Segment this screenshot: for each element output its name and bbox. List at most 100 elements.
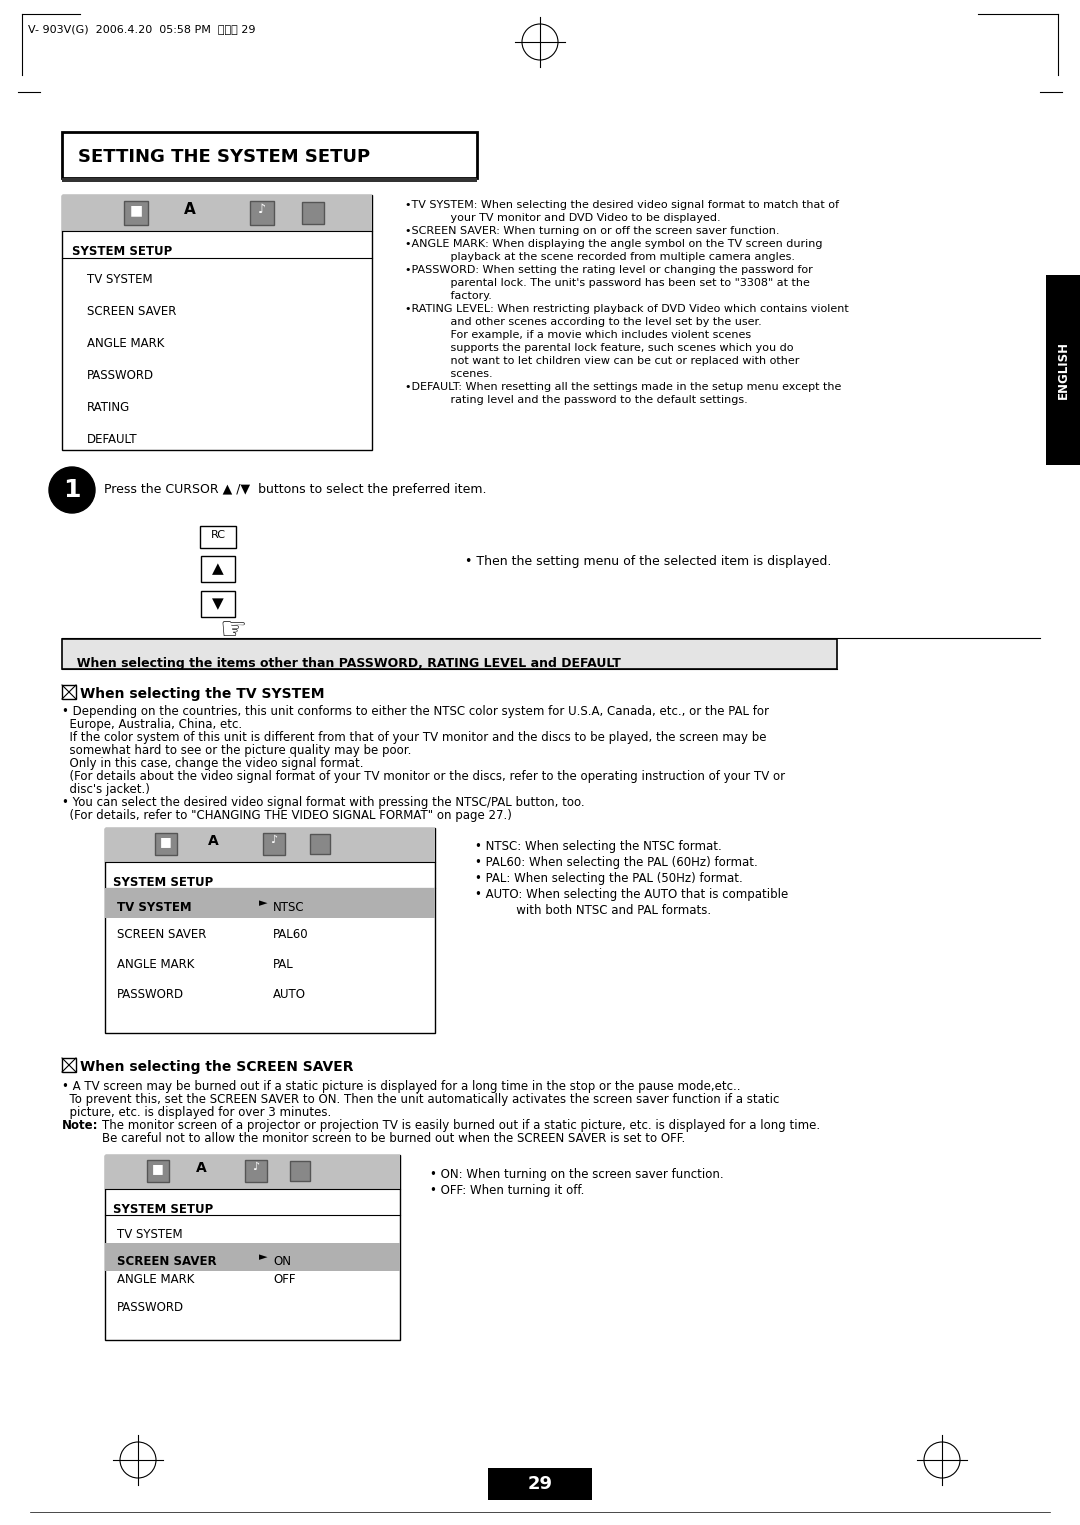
Text: DEFAULT: DEFAULT bbox=[87, 433, 137, 445]
Text: your TV monitor and DVD Video to be displayed.: your TV monitor and DVD Video to be disp… bbox=[405, 214, 720, 223]
Text: •PASSWORD: When setting the rating level or changing the password for: •PASSWORD: When setting the rating level… bbox=[405, 265, 813, 274]
Text: •ANGLE MARK: When displaying the angle symbol on the TV screen during: •ANGLE MARK: When displaying the angle s… bbox=[405, 239, 823, 249]
Text: ■: ■ bbox=[160, 836, 172, 848]
Text: When selecting the SCREEN SAVER: When selecting the SCREEN SAVER bbox=[80, 1060, 353, 1074]
Bar bbox=[310, 834, 330, 854]
Text: parental lock. The unit's password has been set to "3308" at the: parental lock. The unit's password has b… bbox=[405, 278, 810, 288]
Bar bbox=[62, 195, 372, 230]
Bar bbox=[201, 592, 235, 618]
Text: RC: RC bbox=[211, 531, 226, 540]
Text: ANGLE MARK: ANGLE MARK bbox=[117, 958, 194, 971]
Text: A: A bbox=[207, 834, 218, 848]
Text: (For details about the video signal format of your TV monitor or the discs, refe: (For details about the video signal form… bbox=[62, 770, 785, 782]
Text: scenes.: scenes. bbox=[405, 369, 492, 380]
Text: TV SYSTEM: TV SYSTEM bbox=[117, 901, 191, 913]
Bar bbox=[302, 201, 324, 224]
Text: NTSC: NTSC bbox=[273, 901, 305, 913]
Bar bbox=[105, 1243, 400, 1270]
Text: A: A bbox=[184, 201, 195, 217]
Text: V- 903V(G)  2006.4.20  05:58 PM  페이지 29: V- 903V(G) 2006.4.20 05:58 PM 페이지 29 bbox=[28, 24, 256, 34]
Text: with both NTSC and PAL formats.: with both NTSC and PAL formats. bbox=[475, 904, 711, 917]
Text: SCREEN SAVER: SCREEN SAVER bbox=[117, 929, 206, 941]
Text: SYSTEM SETUP: SYSTEM SETUP bbox=[113, 1203, 213, 1215]
Text: SCREEN SAVER: SCREEN SAVER bbox=[87, 305, 176, 319]
Bar bbox=[62, 1058, 76, 1072]
Text: 1: 1 bbox=[64, 477, 81, 502]
Text: ▼: ▼ bbox=[212, 596, 224, 612]
Text: •DEFAULT: When resetting all the settings made in the setup menu except the: •DEFAULT: When resetting all the setting… bbox=[405, 381, 841, 392]
Text: • PAL60: When selecting the PAL (60Hz) format.: • PAL60: When selecting the PAL (60Hz) f… bbox=[475, 856, 758, 869]
Text: somewhat hard to see or the picture quality may be poor.: somewhat hard to see or the picture qual… bbox=[62, 744, 411, 756]
Bar bbox=[62, 178, 477, 181]
Text: • ON: When turning on the screen saver function.: • ON: When turning on the screen saver f… bbox=[430, 1168, 724, 1180]
Text: (For details, refer to "CHANGING THE VIDEO SIGNAL FORMAT" on page 27.): (For details, refer to "CHANGING THE VID… bbox=[62, 808, 512, 822]
Bar bbox=[105, 828, 435, 1032]
Text: If the color system of this unit is different from that of your TV monitor and t: If the color system of this unit is diff… bbox=[62, 730, 767, 744]
Text: When selecting the items other than PASSWORD, RATING LEVEL and DEFAULT: When selecting the items other than PASS… bbox=[68, 657, 621, 669]
Bar bbox=[291, 1161, 310, 1180]
Text: supports the parental lock feature, such scenes which you do: supports the parental lock feature, such… bbox=[405, 343, 794, 352]
Bar bbox=[488, 1469, 592, 1501]
Text: SYSTEM SETUP: SYSTEM SETUP bbox=[113, 875, 213, 889]
Text: picture, etc. is displayed for over 3 minutes.: picture, etc. is displayed for over 3 mi… bbox=[62, 1106, 332, 1119]
Bar bbox=[124, 201, 148, 226]
Text: A: A bbox=[195, 1161, 206, 1174]
Bar bbox=[62, 639, 837, 669]
Text: Only in this case, change the video signal format.: Only in this case, change the video sign… bbox=[62, 756, 364, 770]
Bar bbox=[62, 685, 76, 698]
Bar bbox=[105, 1154, 400, 1340]
Text: 29: 29 bbox=[527, 1475, 553, 1493]
Bar bbox=[249, 201, 274, 226]
Text: TV SYSTEM: TV SYSTEM bbox=[117, 1228, 183, 1241]
Text: SETTING THE SYSTEM SETUP: SETTING THE SYSTEM SETUP bbox=[78, 148, 370, 166]
Text: ☞: ☞ bbox=[219, 616, 246, 645]
Text: • Depending on the countries, this unit conforms to either the NTSC color system: • Depending on the countries, this unit … bbox=[62, 705, 769, 718]
Text: ENGLISH: ENGLISH bbox=[1056, 342, 1069, 400]
Text: factory.: factory. bbox=[405, 291, 491, 300]
Text: Be careful not to allow the monitor screen to be burned out when the SCREEN SAVE: Be careful not to allow the monitor scre… bbox=[102, 1132, 685, 1145]
Text: SYSTEM SETUP: SYSTEM SETUP bbox=[72, 246, 172, 258]
Text: RATING: RATING bbox=[87, 401, 131, 413]
Text: • NTSC: When selecting the NTSC format.: • NTSC: When selecting the NTSC format. bbox=[475, 840, 721, 852]
Text: OFF: OFF bbox=[273, 1273, 296, 1286]
Text: To prevent this, set the SCREEN SAVER to ON. Then the unit automatically activat: To prevent this, set the SCREEN SAVER to… bbox=[62, 1093, 780, 1106]
Text: Europe, Australia, China, etc.: Europe, Australia, China, etc. bbox=[62, 718, 242, 730]
Bar bbox=[264, 833, 285, 856]
Text: AUTO: AUTO bbox=[273, 988, 306, 1000]
Text: ▲: ▲ bbox=[212, 561, 224, 576]
Text: TV SYSTEM: TV SYSTEM bbox=[87, 273, 152, 287]
Text: ■: ■ bbox=[152, 1162, 164, 1174]
Bar bbox=[62, 133, 477, 178]
Bar bbox=[62, 195, 372, 450]
Text: PASSWORD: PASSWORD bbox=[117, 988, 184, 1000]
Text: ♪: ♪ bbox=[258, 203, 266, 217]
Text: •TV SYSTEM: When selecting the desired video signal format to match that of: •TV SYSTEM: When selecting the desired v… bbox=[405, 200, 839, 210]
Bar bbox=[1047, 274, 1080, 465]
Text: PASSWORD: PASSWORD bbox=[87, 369, 154, 381]
Text: • You can select the desired video signal format with pressing the NTSC/PAL butt: • You can select the desired video signa… bbox=[62, 796, 584, 808]
Text: • PAL: When selecting the PAL (50Hz) format.: • PAL: When selecting the PAL (50Hz) for… bbox=[475, 872, 743, 884]
Bar bbox=[105, 828, 435, 862]
Text: PAL60: PAL60 bbox=[273, 929, 309, 941]
Text: ♪: ♪ bbox=[253, 1162, 259, 1173]
Text: Note:: Note: bbox=[62, 1119, 98, 1132]
Text: PAL: PAL bbox=[273, 958, 294, 971]
Text: ♪: ♪ bbox=[270, 836, 278, 845]
Text: ■: ■ bbox=[130, 203, 143, 217]
Bar bbox=[201, 557, 235, 583]
Text: ►: ► bbox=[259, 898, 267, 907]
Bar bbox=[200, 526, 237, 547]
Text: ANGLE MARK: ANGLE MARK bbox=[87, 337, 164, 351]
Text: ►: ► bbox=[259, 1252, 267, 1263]
Text: rating level and the password to the default settings.: rating level and the password to the def… bbox=[405, 395, 747, 406]
Circle shape bbox=[49, 467, 95, 512]
Text: •SCREEN SAVER: When turning on or off the screen saver function.: •SCREEN SAVER: When turning on or off th… bbox=[405, 226, 780, 236]
Bar bbox=[105, 1154, 400, 1190]
Bar bbox=[156, 833, 177, 856]
Text: • AUTO: When selecting the AUTO that is compatible: • AUTO: When selecting the AUTO that is … bbox=[475, 888, 788, 901]
Text: • OFF: When turning it off.: • OFF: When turning it off. bbox=[430, 1183, 584, 1197]
Bar bbox=[105, 888, 435, 918]
Text: •RATING LEVEL: When restricting playback of DVD Video which contains violent: •RATING LEVEL: When restricting playback… bbox=[405, 303, 849, 314]
Text: The monitor screen of a projector or projection TV is easily burned out if a sta: The monitor screen of a projector or pro… bbox=[102, 1119, 820, 1132]
Text: For example, if a movie which includes violent scenes: For example, if a movie which includes v… bbox=[405, 329, 751, 340]
